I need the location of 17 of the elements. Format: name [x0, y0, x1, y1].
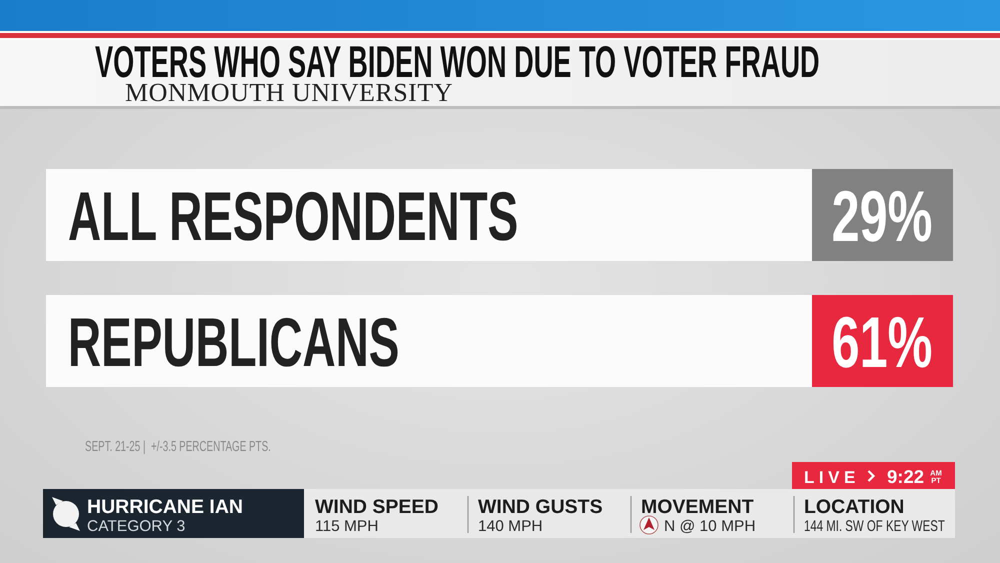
text: N @ 10 MPH [664, 518, 756, 535]
category-label: REPUBLICANS [68, 304, 400, 382]
text: SEPT. 21-25 | +/-3.5 PERCENTAGE PTS. [85, 438, 271, 455]
text: LOCATION [804, 496, 904, 518]
text: 115 MPH [315, 518, 378, 535]
text: WIND GUSTS [478, 496, 603, 518]
text: 9:22 [887, 466, 924, 487]
text: 144 MI. SW OF KEY WEST [804, 517, 945, 534]
text: MOVEMENT [641, 496, 754, 518]
category-label: ALL RESPONDENTS [68, 178, 518, 256]
text: WIND SPEED [315, 496, 439, 518]
text: CATEGORY 3 [87, 518, 186, 535]
data-label: 61% [832, 303, 932, 384]
text: 140 MPH [478, 518, 543, 535]
text: LIVE [804, 468, 860, 487]
data-label: 29% [832, 177, 932, 258]
text: HURRICANE IAN [87, 496, 243, 518]
